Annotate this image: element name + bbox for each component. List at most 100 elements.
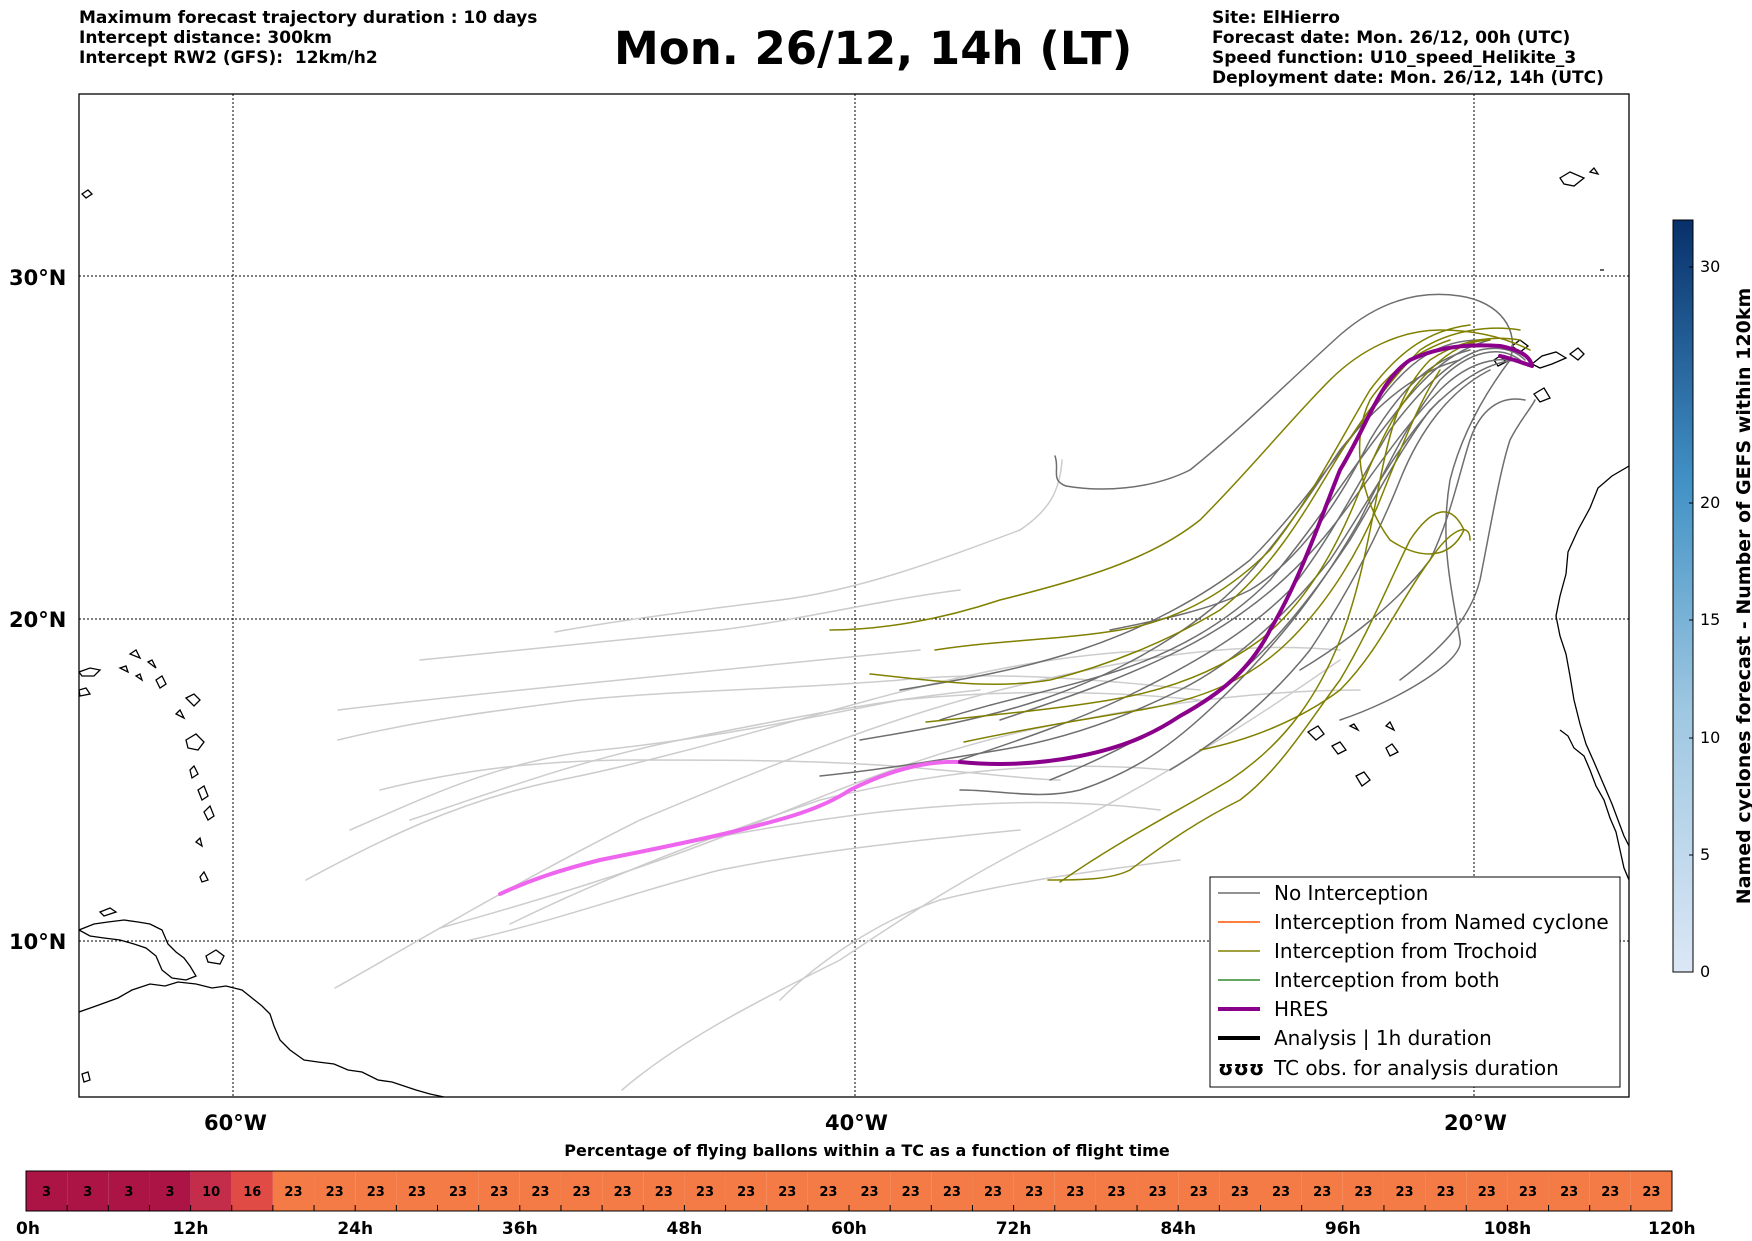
latitude-labels: 30°N 20°N 10°N (9, 266, 66, 954)
timeline-cell-value: 23 (1519, 1185, 1537, 1200)
trochoid-trajectory-6 (1199, 528, 1471, 751)
no-interception-trajectory-5 (939, 339, 1491, 721)
timeline-hour-label: 72h (996, 1219, 1032, 1239)
flight-time-timeline: Percentage of flying ballons within a TC… (16, 1141, 1696, 1239)
no-interception-trajectory-7 (1169, 369, 1491, 771)
timeline-cell-value: 23 (819, 1185, 837, 1200)
timeline-cell (1589, 1171, 1631, 1211)
trochoid-trajectory-3 (925, 339, 1491, 723)
lat-label-30n: 30°N (9, 266, 66, 290)
timeline-hour-label: 120h (1648, 1219, 1696, 1239)
timeline-cell (1466, 1171, 1508, 1211)
timeline-cell (1013, 1171, 1055, 1211)
timeline-cell-value: 23 (861, 1185, 879, 1200)
timeline-cell (1137, 1171, 1179, 1211)
colorbar-tick-15: 15 (1700, 610, 1720, 629)
colorbar: 0 5 10 15 20 30 Named cyclones forecast … (1672, 219, 1752, 981)
timeline-cell (560, 1171, 603, 1211)
timeline-cell (355, 1171, 397, 1211)
timeline-cell (766, 1171, 808, 1211)
timeline-cell (1548, 1171, 1590, 1211)
timeline-cell-value: 23 (1107, 1185, 1125, 1200)
timeline-cell (26, 1171, 68, 1211)
timeline-cell-value: 23 (1642, 1185, 1660, 1200)
trochoid-trajectory-1 (869, 327, 1521, 685)
graticule (79, 94, 1629, 1097)
ensemble-trajectory-7 (337, 675, 1201, 741)
no-interception-trajectory-12 (1399, 399, 1536, 681)
timeline-hour-label: 12h (173, 1219, 209, 1239)
page-title: Mon. 26/12, 14h (LT) (614, 22, 1133, 75)
timeline-cell-value: 23 (1395, 1185, 1413, 1200)
timeline-cell-value: 23 (1560, 1185, 1578, 1200)
no-interception-trajectory-1 (959, 351, 1521, 796)
south-america-coast (79, 981, 445, 1097)
hres-trajectory (498, 343, 1534, 896)
no-interception-trajectory-4 (999, 358, 1521, 721)
colorbar-tick-0: 0 (1700, 962, 1710, 981)
timeline-cell (684, 1171, 726, 1211)
trochoid-trajectory-5 (1047, 339, 1465, 881)
timeline-cell (437, 1171, 479, 1211)
ensemble-trajectory-0 (621, 659, 1341, 1091)
trochoid-interception-trajectories (829, 324, 1531, 883)
site-info-line-0: Site: ElHierro (1212, 8, 1340, 28)
timeline-hour-label: 24h (337, 1219, 373, 1239)
leeward-islands (118, 649, 201, 720)
timeline-cell (931, 1171, 973, 1211)
cyclone-symbol-icon: ʊʊʊ (1218, 1056, 1264, 1080)
legend-no-interception: No Interception (1274, 881, 1428, 905)
ensemble-trajectory-13 (779, 859, 1181, 1001)
ensemble-trajectory-5 (349, 691, 1201, 831)
timeline-cell-value: 23 (1066, 1185, 1084, 1200)
parameter-line-2: Intercept RW2 (GFS): 12km/h2 (79, 48, 378, 68)
timeline-cell-value: 23 (1190, 1185, 1208, 1200)
legend-trochoid: Interception from Trochoid (1274, 939, 1538, 963)
timeline-hour-label: 48h (667, 1219, 703, 1239)
timeline-cell-value: 23 (284, 1185, 302, 1200)
timeline-cell (478, 1171, 520, 1211)
timeline-cell (1260, 1171, 1302, 1211)
timeline-cell (1219, 1171, 1261, 1211)
timeline-title: Percentage of flying ballons within a TC… (564, 1141, 1170, 1160)
trochoid-trajectory-0 (829, 329, 1531, 631)
timeline-cell-value: 3 (124, 1185, 133, 1200)
timeline-cell-value: 23 (449, 1185, 467, 1200)
no-interception-trajectory-8 (899, 339, 1481, 691)
timeline-cell (1630, 1171, 1672, 1211)
timeline-cell-value: 23 (1025, 1185, 1043, 1200)
timeline-cell-value: 23 (408, 1185, 426, 1200)
parameter-line-1: Intercept distance: 300km (79, 28, 332, 48)
timeline-cell (67, 1171, 109, 1211)
timeline-cell-value: 23 (984, 1185, 1002, 1200)
legend-analysis: Analysis | 1h duration (1274, 1026, 1492, 1050)
timeline-cell-value: 23 (696, 1185, 714, 1200)
legend-tc-obs: TC obs. for analysis duration (1273, 1056, 1559, 1080)
timeline-cell-value: 23 (1149, 1185, 1167, 1200)
timeline-cell (108, 1171, 150, 1211)
trochoid-trajectory-7 (1059, 337, 1521, 883)
lon-label-40w: 40°W (825, 1111, 888, 1135)
no-interception-trajectory-0 (1054, 293, 1514, 721)
ensemble-trajectory-9 (554, 459, 1063, 633)
lon-label-60w: 60°W (204, 1111, 267, 1135)
timeline-cell (807, 1171, 849, 1211)
africa-west-bulge (1559, 729, 1629, 881)
ensemble-trajectory-12 (469, 829, 1021, 941)
hres-early-segment (498, 759, 962, 896)
northwest-islet (80, 189, 94, 199)
africa-coast (1555, 465, 1629, 847)
no-interception-trajectory-11 (819, 399, 1441, 777)
trochoid-trajectory-2 (934, 324, 1471, 651)
legend-named-cyclone: Interception from Named cyclone (1274, 910, 1609, 934)
colorbar-gradient (1672, 219, 1694, 973)
colorbar-label: Named cyclones forecast - Number of GEFS… (1733, 288, 1752, 905)
timeline-cell (1383, 1171, 1426, 1211)
timeline-cell (519, 1171, 561, 1211)
timeline-cell-value: 23 (902, 1185, 920, 1200)
puerto-rico-fragments (79, 667, 102, 1083)
timeline-cell (602, 1171, 644, 1211)
trochoid-trajectory-4 (963, 369, 1441, 743)
timeline-cell-value: 23 (1272, 1185, 1290, 1200)
hres-main-segment (958, 343, 1534, 766)
